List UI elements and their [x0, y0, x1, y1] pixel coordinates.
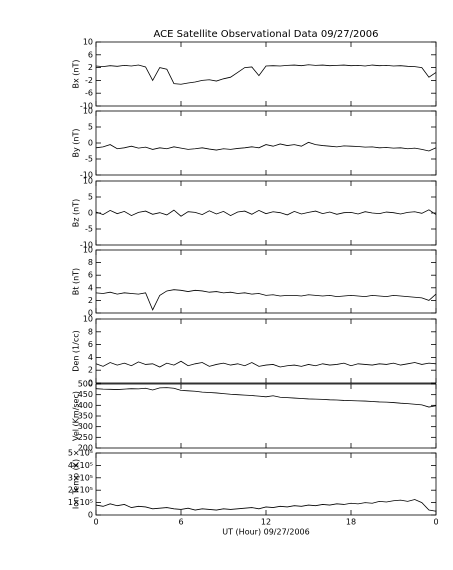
y-tick-label: 10 [83, 107, 93, 116]
y-tick-label: 1×10⁵ [68, 498, 93, 507]
plot-frame [95, 249, 437, 314]
data-line [95, 360, 437, 368]
y-axis-label: Bz (nT) [72, 199, 81, 227]
data-line [95, 209, 437, 217]
y-tick-label: 10 [83, 246, 93, 255]
y-axis-label: Den (1/cc) [72, 330, 81, 372]
y-tick-label: 2 [88, 366, 93, 375]
y-tick-label: 400 [78, 401, 93, 410]
y-axis-label: Bx (nT) [72, 60, 81, 89]
y-tick-label: -6 [85, 89, 93, 98]
y-tick-label: 2 [88, 63, 93, 72]
data-line [95, 387, 437, 408]
y-tick-label: 10 [83, 177, 93, 186]
x-axis-label: UT (Hour) 09/27/2006 [222, 528, 309, 537]
plot-frame [95, 383, 437, 449]
y-tick-label: 5×10⁵ [68, 449, 93, 458]
x-tick-label: 6 [178, 518, 183, 527]
y-tick-label: 0 [88, 139, 93, 148]
y-tick-label: 6 [88, 271, 93, 280]
y-tick-label: 4×10⁵ [68, 461, 93, 470]
y-tick-label: 350 [78, 412, 93, 421]
y-tick-label: 300 [78, 422, 93, 431]
plot-frame [95, 110, 437, 176]
y-tick-label: 4 [88, 353, 93, 362]
y-tick-label: 450 [78, 390, 93, 399]
y-tick-label: 2×10⁵ [68, 486, 93, 495]
plot-frame [95, 318, 437, 384]
y-tick-label: -10 [80, 171, 93, 180]
y-tick-label: 4 [88, 283, 93, 292]
y-axis-label: By (nT) [72, 129, 81, 158]
y-axis-label: Vel (Km/sec) [72, 391, 81, 441]
plot-frame [95, 41, 437, 107]
x-tick-label: 0 [433, 518, 438, 527]
data-line [95, 141, 437, 152]
y-tick-label: 10 [83, 315, 93, 324]
y-tick-label: 0 [88, 309, 93, 318]
y-tick-label: -5 [85, 225, 93, 234]
y-tick-label: 10 [83, 38, 93, 47]
chart-title: ACE Satellite Observational Data 09/27/2… [154, 29, 379, 40]
y-tick-label: 3×10⁵ [68, 473, 93, 482]
data-line [95, 499, 437, 512]
y-tick-label: 0 [88, 209, 93, 218]
y-tick-label: 8 [88, 258, 93, 267]
data-line [95, 64, 437, 85]
y-tick-label: 5 [88, 193, 93, 202]
y-tick-label: 8 [88, 327, 93, 336]
y-tick-label: 250 [78, 433, 93, 442]
y-tick-label: 0 [88, 379, 93, 388]
y-axis-label: Ion Temp (K) [72, 459, 81, 509]
y-tick-label: 6 [88, 340, 93, 349]
y-axis-label: Bt (nT) [72, 268, 81, 295]
plot-frame [95, 180, 437, 246]
plot-frame [95, 452, 437, 516]
y-tick-label: 200 [78, 444, 93, 453]
x-tick-label: 18 [346, 518, 356, 527]
y-tick-label: -5 [85, 155, 93, 164]
y-tick-label: -2 [85, 76, 93, 85]
x-tick-label: 0 [93, 518, 98, 527]
y-tick-label: 5 [88, 123, 93, 132]
y-tick-label: 500 [78, 380, 93, 389]
y-tick-label: 0 [88, 511, 93, 520]
x-tick-label: 12 [261, 518, 271, 527]
y-tick-label: 2 [88, 296, 93, 305]
y-tick-label: -10 [80, 102, 93, 111]
data-line [95, 289, 437, 311]
y-tick-label: -10 [80, 241, 93, 250]
y-tick-label: 6 [88, 50, 93, 59]
